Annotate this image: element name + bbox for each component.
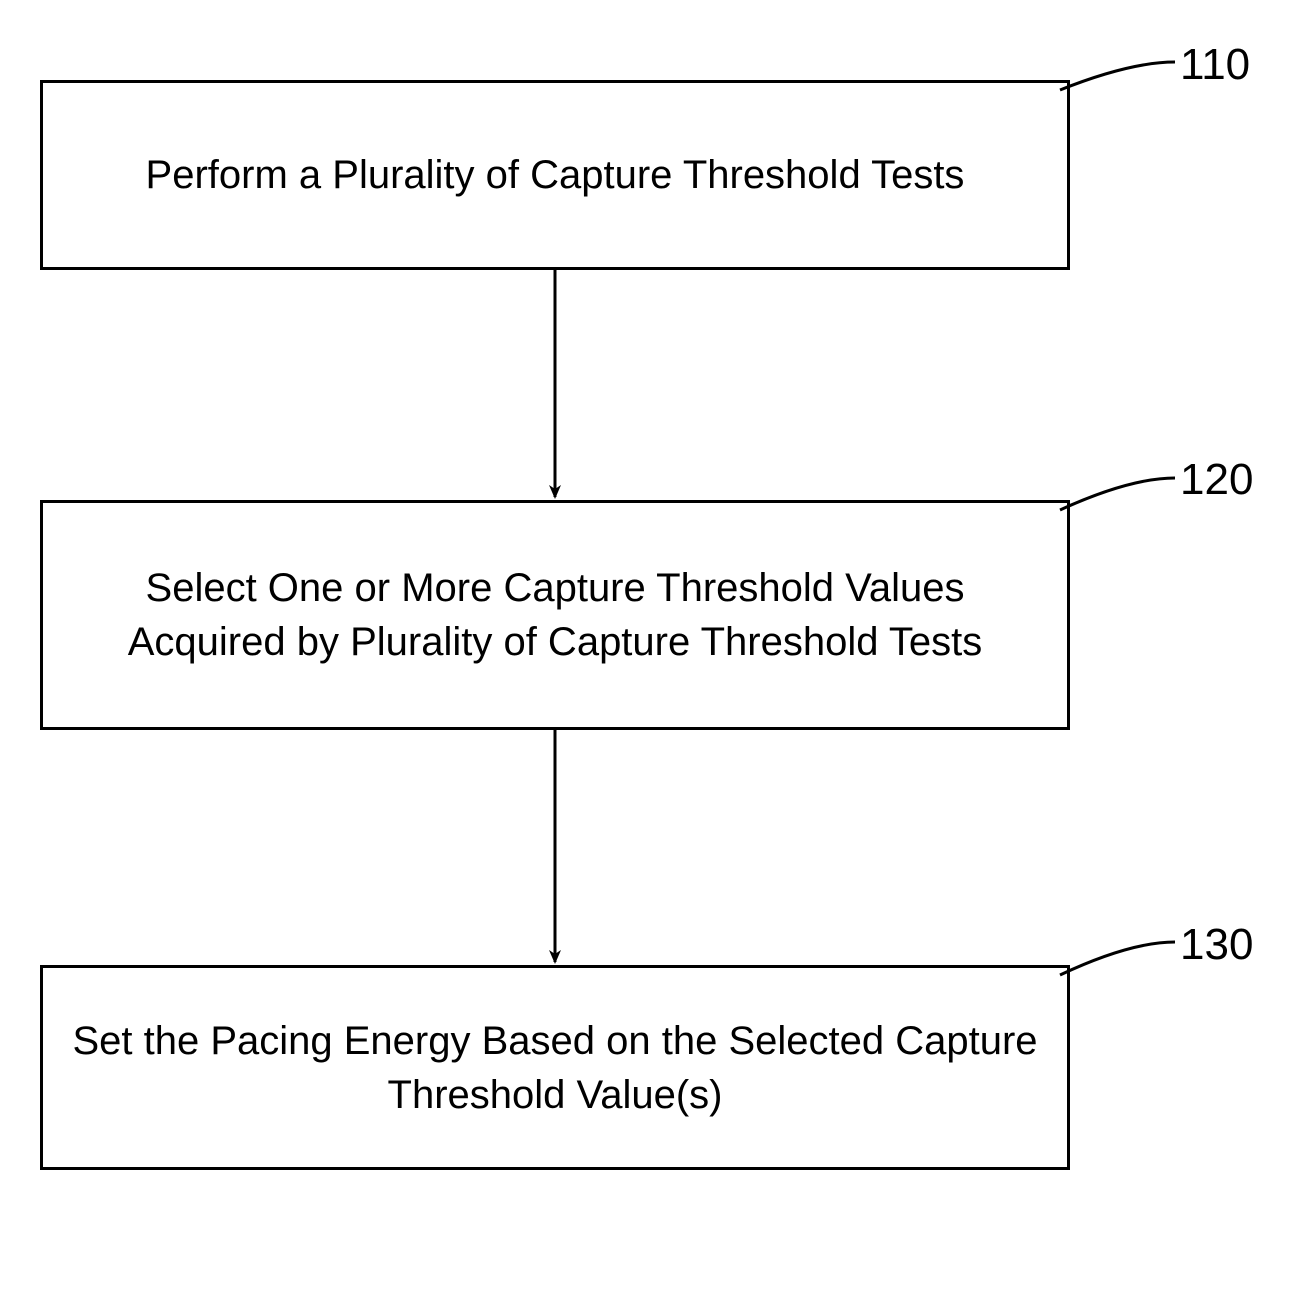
leader-120 xyxy=(1060,478,1175,510)
flow-label-130: 130 xyxy=(1180,920,1253,970)
flow-label-110: 110 xyxy=(1180,40,1250,90)
flow-node-120: Select One or More Capture Threshold Val… xyxy=(40,500,1070,730)
flow-node-120-text: Select One or More Capture Threshold Val… xyxy=(63,561,1047,669)
flow-node-110-text: Perform a Plurality of Capture Threshold… xyxy=(146,148,965,202)
leader-130 xyxy=(1060,942,1175,975)
flow-node-130: Set the Pacing Energy Based on the Selec… xyxy=(40,965,1070,1170)
flow-node-130-text: Set the Pacing Energy Based on the Selec… xyxy=(63,1014,1047,1122)
leader-110 xyxy=(1060,62,1175,90)
flow-node-110: Perform a Plurality of Capture Threshold… xyxy=(40,80,1070,270)
flow-label-120: 120 xyxy=(1180,455,1253,505)
flowchart-canvas: Perform a Plurality of Capture Threshold… xyxy=(0,0,1316,1314)
